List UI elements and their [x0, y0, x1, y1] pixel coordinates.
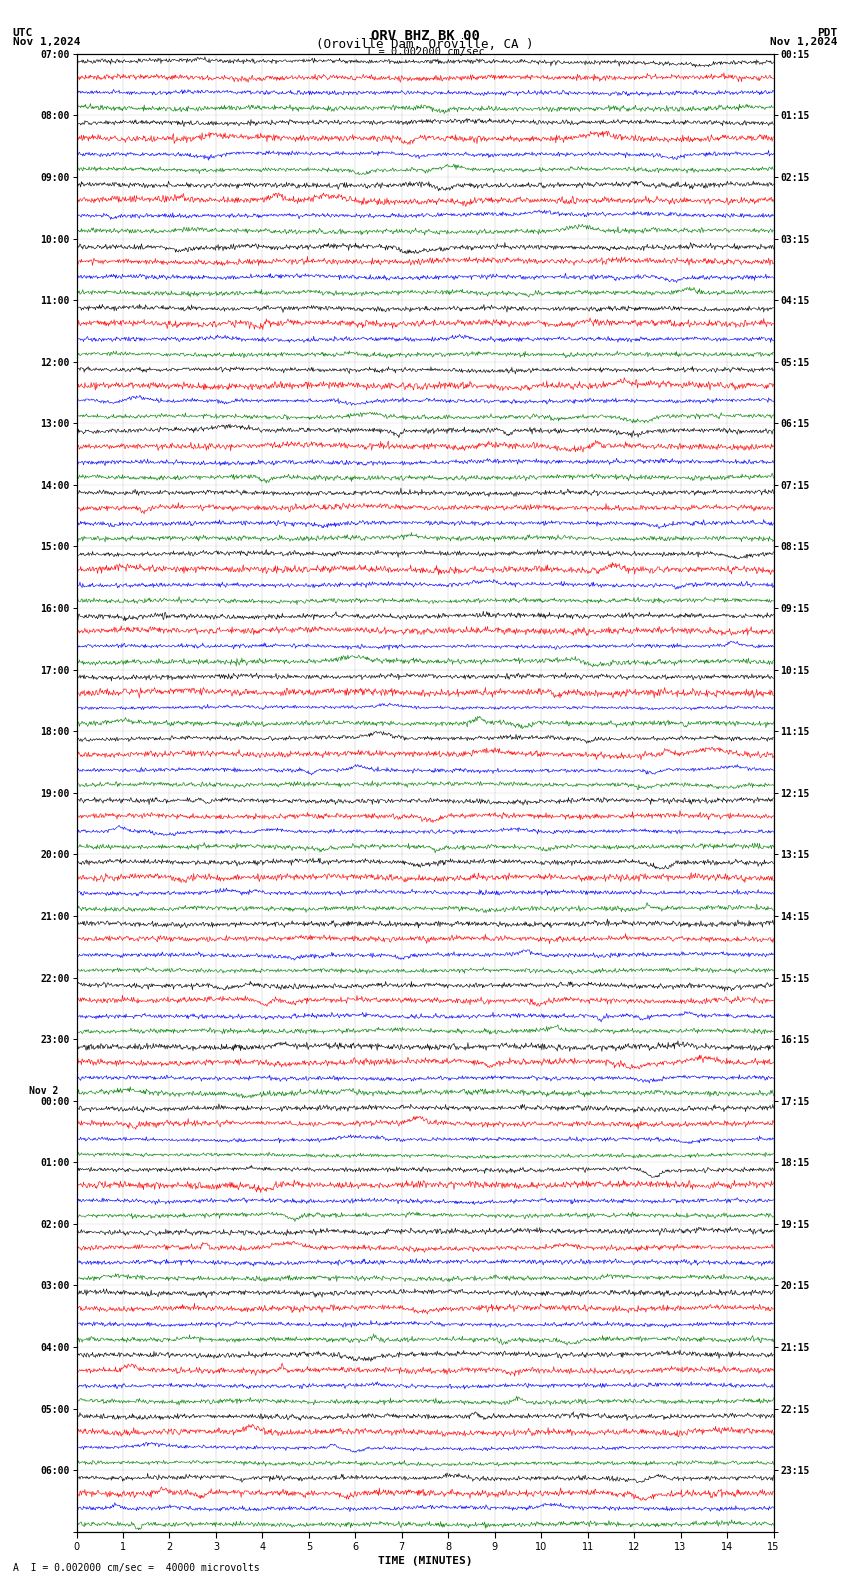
Text: Nov 2: Nov 2	[29, 1087, 58, 1096]
Text: UTC: UTC	[13, 27, 33, 38]
Text: (Oroville Dam, Oroville, CA ): (Oroville Dam, Oroville, CA )	[316, 38, 534, 51]
X-axis label: TIME (MINUTES): TIME (MINUTES)	[377, 1557, 473, 1567]
Text: A  I = 0.002000 cm/sec =  40000 microvolts: A I = 0.002000 cm/sec = 40000 microvolts	[13, 1563, 259, 1573]
Text: ORV BHZ BK 00: ORV BHZ BK 00	[371, 29, 479, 43]
Text: I = 0.002000 cm/sec: I = 0.002000 cm/sec	[366, 46, 484, 57]
Text: Nov 1,2024: Nov 1,2024	[770, 36, 837, 48]
Text: PDT: PDT	[817, 27, 837, 38]
Text: Nov 1,2024: Nov 1,2024	[13, 36, 80, 48]
